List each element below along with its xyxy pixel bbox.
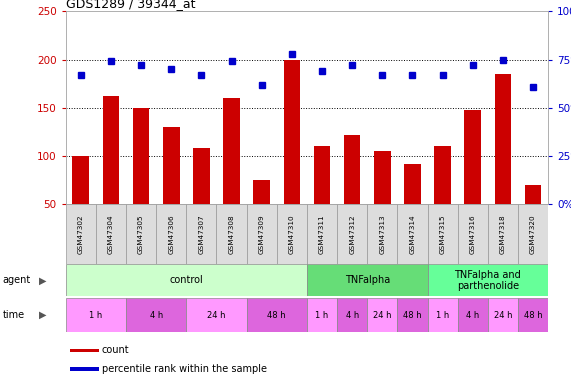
Text: 1 h: 1 h <box>436 310 449 320</box>
Text: GSM47316: GSM47316 <box>470 214 476 254</box>
Bar <box>397 298 428 332</box>
Bar <box>488 204 518 264</box>
Text: GSM47315: GSM47315 <box>440 214 445 254</box>
Bar <box>223 98 240 253</box>
Text: TNFalpha and
parthenolide: TNFalpha and parthenolide <box>455 270 521 291</box>
Bar <box>103 96 119 253</box>
Bar <box>216 204 247 264</box>
Text: 4 h: 4 h <box>345 310 359 320</box>
Bar <box>254 180 270 253</box>
Text: 24 h: 24 h <box>373 310 392 320</box>
Text: TNFalpha: TNFalpha <box>345 275 390 285</box>
Text: GSM47313: GSM47313 <box>379 214 385 254</box>
Text: GSM47312: GSM47312 <box>349 214 355 254</box>
Bar <box>397 204 428 264</box>
Text: GSM47305: GSM47305 <box>138 214 144 254</box>
Bar <box>464 110 481 253</box>
Bar <box>435 147 451 253</box>
Text: GSM47314: GSM47314 <box>409 214 416 254</box>
Text: GSM47311: GSM47311 <box>319 214 325 254</box>
Text: 1 h: 1 h <box>89 310 102 320</box>
Bar <box>186 204 216 264</box>
Bar <box>518 204 548 264</box>
Bar <box>458 204 488 264</box>
Bar <box>367 298 397 332</box>
Text: 4 h: 4 h <box>466 310 480 320</box>
Bar <box>307 204 337 264</box>
Bar <box>156 204 186 264</box>
Bar <box>193 148 210 253</box>
Bar <box>337 204 367 264</box>
Text: time: time <box>3 310 25 320</box>
Bar <box>344 135 360 253</box>
Bar <box>488 298 518 332</box>
Bar <box>66 264 307 296</box>
Text: GSM47318: GSM47318 <box>500 214 506 254</box>
Bar <box>96 204 126 264</box>
Bar <box>133 108 150 253</box>
Bar <box>307 298 337 332</box>
Bar <box>126 204 156 264</box>
Bar <box>525 185 541 253</box>
Text: GSM47308: GSM47308 <box>228 214 235 254</box>
Text: 24 h: 24 h <box>207 310 226 320</box>
Text: 24 h: 24 h <box>494 310 512 320</box>
Bar <box>518 298 548 332</box>
Bar <box>313 147 330 253</box>
Bar <box>337 298 367 332</box>
Text: 1 h: 1 h <box>315 310 329 320</box>
Text: GSM47306: GSM47306 <box>168 214 174 254</box>
Bar <box>404 164 421 253</box>
Bar <box>428 204 458 264</box>
Bar <box>494 74 511 253</box>
Text: 48 h: 48 h <box>403 310 422 320</box>
Text: ▶: ▶ <box>39 310 46 320</box>
Text: count: count <box>102 345 130 355</box>
Bar <box>374 151 391 253</box>
Bar <box>163 127 179 253</box>
Text: 4 h: 4 h <box>150 310 163 320</box>
Bar <box>66 204 96 264</box>
Bar <box>186 298 247 332</box>
Bar <box>284 60 300 253</box>
Bar <box>458 298 488 332</box>
Text: GSM47302: GSM47302 <box>78 214 84 254</box>
Bar <box>70 349 99 352</box>
Text: percentile rank within the sample: percentile rank within the sample <box>102 364 267 374</box>
Text: GSM47304: GSM47304 <box>108 214 114 254</box>
Bar <box>428 264 548 296</box>
Text: GSM47307: GSM47307 <box>198 214 204 254</box>
Bar <box>66 298 126 332</box>
Bar <box>70 367 99 371</box>
Bar <box>247 204 277 264</box>
Text: control: control <box>170 275 203 285</box>
Text: ▶: ▶ <box>39 275 46 285</box>
Bar <box>247 298 307 332</box>
Bar <box>126 298 186 332</box>
Bar <box>307 264 428 296</box>
Text: 48 h: 48 h <box>267 310 286 320</box>
Text: GDS1289 / 39344_at: GDS1289 / 39344_at <box>66 0 195 10</box>
Text: GSM47309: GSM47309 <box>259 214 265 254</box>
Text: GSM47310: GSM47310 <box>289 214 295 254</box>
Text: GSM47320: GSM47320 <box>530 214 536 254</box>
Bar <box>428 298 458 332</box>
Bar <box>277 204 307 264</box>
Text: agent: agent <box>3 275 31 285</box>
Text: 48 h: 48 h <box>524 310 542 320</box>
Bar <box>367 204 397 264</box>
Bar <box>73 156 89 253</box>
